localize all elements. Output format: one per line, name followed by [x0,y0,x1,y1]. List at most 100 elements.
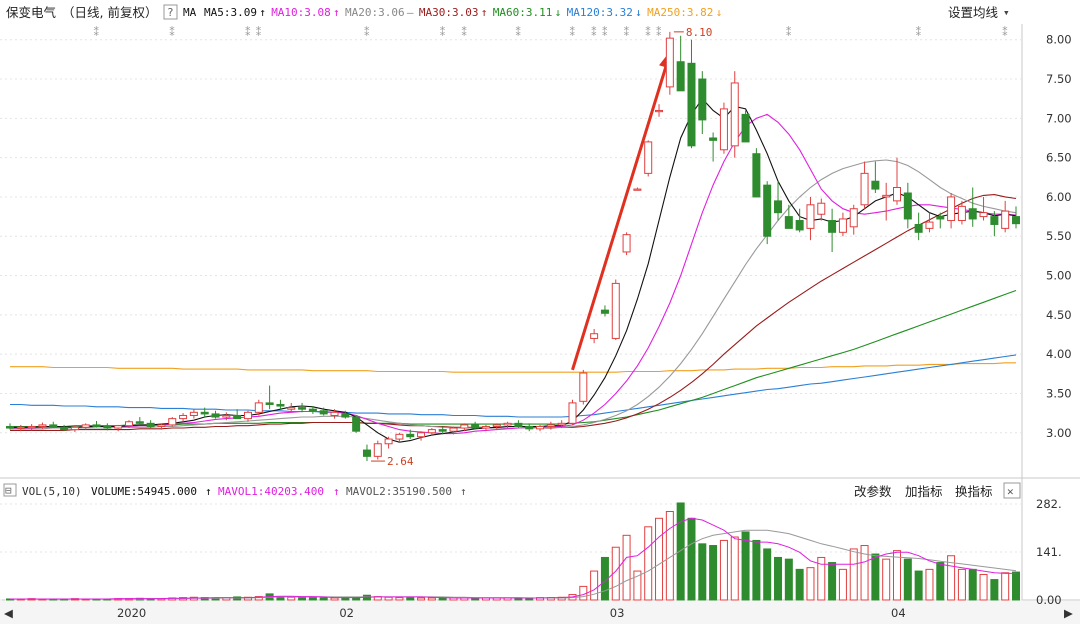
candle-body [514,422,523,427]
candle [676,35,685,92]
candle-body [568,402,577,424]
scroll-left-icon[interactable]: ◀ [4,606,13,620]
candle [124,420,133,429]
close-pane-button[interactable] [1003,482,1021,499]
candle-body [806,204,815,229]
volume-bar [287,596,296,601]
candle-body [146,422,155,427]
volume-bar [590,570,599,601]
candle [189,409,198,419]
candle-body [157,424,166,427]
price-tick-label: 7.50 [1046,72,1072,86]
ma-legend-arrow: ↑ [333,6,340,19]
candle-body [730,82,739,147]
volume-bar [330,597,339,601]
scroll-right-icon[interactable]: ▶ [1064,606,1073,620]
candle [600,305,609,317]
candle-body [914,223,923,233]
event-marker-icon: ⁑ [169,26,175,39]
candle-body [298,407,307,410]
candle-body [481,425,490,429]
candle [590,329,599,344]
chart-layers: 3.00 3.50 4.00 4.50 5.00 5.50 6.00 6.50 7.00 7.50… [0,26,1072,620]
candle-body [979,212,988,218]
volume-bar [925,568,934,601]
candle-body [135,421,144,424]
change-params-button[interactable]: 改参数 [854,484,892,499]
candle [871,161,880,194]
event-marker-icon: ⁑ [645,26,651,39]
volume-bar [741,531,750,601]
candle [557,420,566,429]
candle-body [925,221,934,229]
candle [936,212,945,229]
candle [665,31,674,95]
candle [92,420,101,428]
candle-body [968,208,977,220]
candle [287,402,296,413]
candle-body [92,424,101,427]
volume-bar [319,597,328,601]
candle [806,196,815,241]
stock-name: 保变电气 [6,5,57,20]
candle [795,208,804,233]
volume-header: ⊟ VOL(5,10) VOLUME:54945.000 ↑ MAVOL1:40… [3,482,1021,499]
candle-body [189,411,198,416]
candle-body [276,403,285,407]
candle [774,181,783,221]
candle [406,429,415,440]
candle [417,431,426,441]
candle [492,423,501,430]
volume-bar [719,539,728,601]
price-tick-label: 5.50 [1046,229,1072,243]
event-marker-icon: ⁑ [624,26,630,39]
candle [536,424,545,432]
candle [882,182,891,221]
candle-body [719,108,728,151]
volume-bar [298,597,307,601]
ma-settings-button[interactable]: 设置均线 ▾ [948,5,1010,20]
candle-body [633,188,642,191]
ma-settings-label[interactable]: 设置均线 [948,5,999,20]
low-annotation-label: 2.64 [387,455,414,468]
candle [990,211,999,237]
mavol1-line [10,517,1016,600]
ma120-line [10,354,1017,418]
candle [525,423,534,432]
candle-body [124,421,133,427]
candle [471,421,480,430]
help-button[interactable] [163,4,178,20]
candle [622,232,631,256]
candle [276,399,285,410]
price-tick-label: 4.00 [1046,347,1072,361]
candle-body [536,425,545,430]
x-tick-label: 03 [610,606,625,620]
candle [893,157,902,205]
candle [330,409,339,419]
ma-label: MA [183,6,197,19]
price-tick-label: 3.50 [1046,386,1072,400]
candle [849,204,858,235]
candle [6,423,14,430]
volume-bar [395,597,404,601]
volume-bar [979,573,988,601]
candle [222,412,231,421]
candle-body [362,449,371,457]
volume-bar [417,597,426,601]
switch-indicator-button[interactable]: 换指标 [955,484,993,499]
candle-body [655,109,664,113]
volume-bar [254,596,263,601]
candle [579,369,588,405]
candle [114,424,123,432]
add-indicator-button[interactable]: 加指标 [905,484,943,499]
ma-legend-item: MA5:3.09 [204,6,257,19]
volume-bar [752,539,761,601]
ma-legend-item: MA20:3.06 [345,6,405,19]
collapse-toggle[interactable] [3,483,17,497]
help-icon: ? [167,6,174,19]
candle-body [687,62,696,147]
price-tick-label: 3.00 [1046,426,1072,440]
candle-body [579,372,588,402]
candle-body [871,180,880,190]
candle [341,410,350,419]
